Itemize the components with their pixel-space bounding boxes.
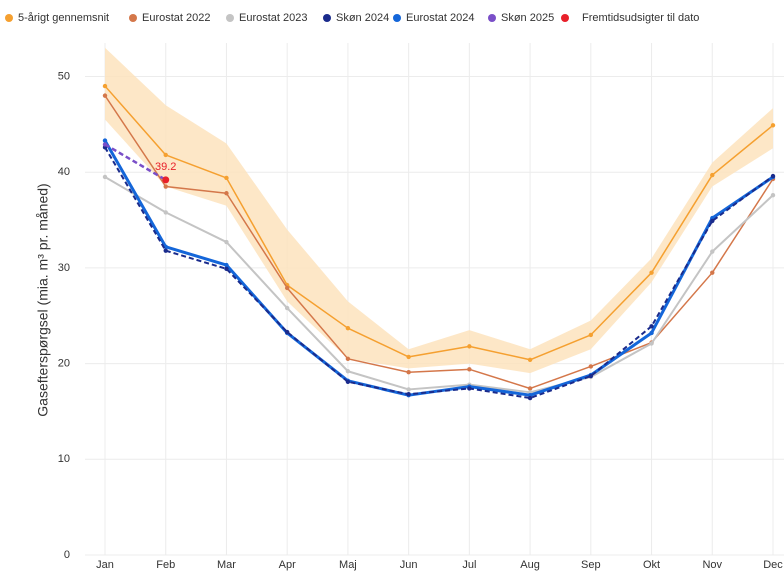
series-marker — [406, 370, 411, 375]
legend-label: Eurostat 2024 — [406, 12, 475, 24]
series-marker — [224, 262, 229, 268]
x-tick-label: Feb — [156, 559, 175, 571]
y-tick-label: 0 — [64, 549, 70, 561]
series-marker — [588, 364, 594, 369]
series-marker — [710, 172, 715, 178]
series-line — [104, 85, 774, 361]
series-marker — [406, 354, 411, 360]
series-marker — [224, 266, 229, 272]
series-marker — [649, 341, 654, 346]
series-line — [104, 143, 167, 181]
series-line — [104, 176, 774, 394]
series-marker — [527, 395, 533, 401]
y-tick-label: 10 — [58, 453, 70, 465]
series-marker — [588, 373, 594, 379]
series-marker — [163, 248, 168, 253]
series-marker — [102, 138, 108, 143]
x-tick-label: Okt — [643, 559, 660, 571]
series-marker — [163, 184, 168, 189]
legend-label: Fremtidsudsigter til dato — [582, 12, 699, 24]
series-marker — [284, 329, 290, 335]
series-marker — [770, 173, 776, 179]
series-marker — [649, 330, 654, 336]
legend-marker — [561, 14, 569, 22]
series-marker — [649, 324, 654, 329]
series-marker — [467, 344, 472, 349]
legend-marker — [129, 14, 137, 22]
series-marker — [588, 332, 594, 338]
x-tick-label: Sep — [581, 559, 601, 571]
series-marker — [527, 357, 533, 362]
legend-label: Skøn 2025 — [501, 12, 554, 24]
series-marker — [467, 367, 472, 372]
x-tick-label: Maj — [339, 559, 357, 571]
series-marker — [345, 325, 351, 331]
x-tick-label: Nov — [702, 559, 722, 571]
series-line — [104, 95, 774, 390]
series-marker — [710, 249, 715, 254]
x-tick-label: Mar — [217, 559, 236, 571]
range-band — [105, 47, 773, 374]
series-marker — [284, 305, 290, 311]
legend-marker — [488, 14, 496, 22]
series-marker — [527, 386, 533, 391]
x-tick-label: Aug — [520, 559, 540, 571]
series-marker — [345, 369, 351, 374]
legend-label: Eurostat 2023 — [239, 12, 308, 24]
series-marker — [406, 392, 411, 397]
legend-marker — [323, 14, 331, 22]
series-marker — [224, 191, 229, 196]
series-marker — [163, 210, 168, 215]
series-marker — [102, 174, 108, 180]
y-tick-label: 30 — [58, 262, 70, 274]
series-marker — [710, 218, 715, 224]
series-marker — [467, 386, 472, 391]
series-marker — [102, 93, 108, 98]
legend-marker — [393, 14, 401, 22]
legend-marker — [226, 14, 234, 22]
series-marker — [770, 123, 776, 128]
series-marker — [162, 176, 170, 184]
series-marker — [102, 83, 108, 89]
series-marker — [649, 270, 654, 275]
series-marker — [710, 270, 715, 275]
y-tick-label: 20 — [58, 358, 70, 370]
x-tick-label: Jun — [400, 559, 418, 571]
x-tick-label: Apr — [279, 559, 296, 571]
series-marker — [163, 152, 168, 158]
legend-label: Eurostat 2022 — [142, 12, 211, 24]
series-marker — [406, 387, 411, 392]
series-marker — [345, 356, 351, 362]
series-marker — [224, 175, 229, 181]
y-axis-label: Gasefterspørgsel (mia. m³ pr. måned) — [35, 183, 51, 416]
legend-marker — [5, 14, 13, 22]
x-tick-label: Jul — [462, 559, 476, 571]
y-tick-label: 50 — [58, 70, 70, 82]
legend-label: Skøn 2024 — [336, 12, 389, 24]
x-tick-label: Dec — [763, 559, 783, 571]
series-marker — [224, 239, 229, 245]
data-label: 39.2 — [155, 161, 176, 173]
x-tick-label: Jan — [96, 559, 114, 571]
series-marker — [102, 142, 108, 147]
series-marker — [770, 192, 776, 198]
legend-label: 5-årigt gennemsnit — [18, 12, 109, 24]
y-tick-label: 40 — [58, 166, 70, 178]
series-line — [104, 146, 774, 400]
series-marker — [345, 379, 351, 384]
series-marker — [284, 285, 290, 291]
